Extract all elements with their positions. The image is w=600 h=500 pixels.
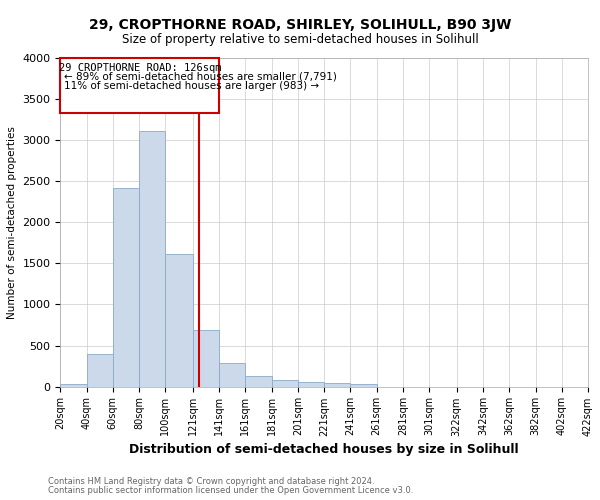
- Text: Contains HM Land Registry data © Crown copyright and database right 2024.: Contains HM Land Registry data © Crown c…: [48, 477, 374, 486]
- Text: 29, CROPTHORNE ROAD, SHIRLEY, SOLIHULL, B90 3JW: 29, CROPTHORNE ROAD, SHIRLEY, SOLIHULL, …: [89, 18, 511, 32]
- Text: Size of property relative to semi-detached houses in Solihull: Size of property relative to semi-detach…: [122, 32, 478, 46]
- Bar: [219, 362, 245, 386]
- Bar: [86, 354, 113, 386]
- Bar: [113, 188, 139, 386]
- Text: ← 89% of semi-detached houses are smaller (7,791): ← 89% of semi-detached houses are smalle…: [64, 72, 337, 82]
- Y-axis label: Number of semi-detached properties: Number of semi-detached properties: [7, 126, 17, 319]
- Bar: [272, 380, 298, 386]
- Bar: [298, 382, 324, 386]
- FancyBboxPatch shape: [61, 58, 219, 112]
- Bar: [245, 376, 272, 386]
- Bar: [166, 254, 193, 386]
- Bar: [350, 384, 377, 386]
- Bar: [324, 383, 350, 386]
- X-axis label: Distribution of semi-detached houses by size in Solihull: Distribution of semi-detached houses by …: [130, 442, 519, 456]
- Text: 11% of semi-detached houses are larger (983) →: 11% of semi-detached houses are larger (…: [64, 81, 319, 91]
- Text: Contains public sector information licensed under the Open Government Licence v3: Contains public sector information licen…: [48, 486, 413, 495]
- Text: 29 CROPTHORNE ROAD: 126sqm: 29 CROPTHORNE ROAD: 126sqm: [59, 63, 221, 73]
- Bar: [193, 330, 219, 386]
- Bar: [139, 130, 166, 386]
- Bar: [61, 384, 86, 386]
